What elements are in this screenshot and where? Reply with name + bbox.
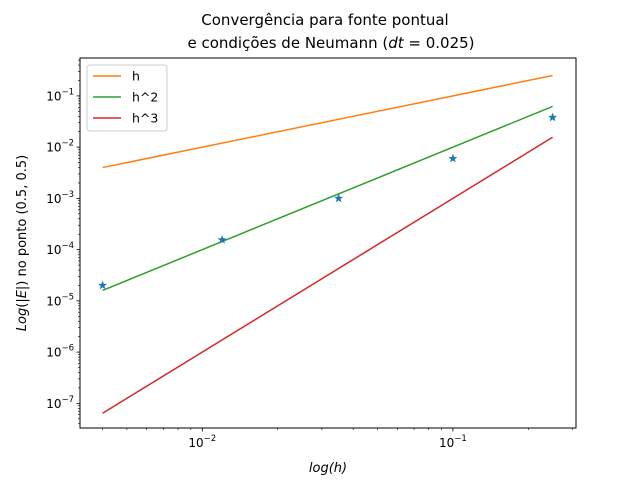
x-ticks: 10−2 10−1 <box>102 428 573 450</box>
y-tick-label: 10−4 <box>46 241 74 257</box>
legend-label-h2: h^2 <box>132 90 158 105</box>
data-point-marker <box>97 280 108 290</box>
series-line-1 <box>102 74 553 169</box>
x-axis-label: log(h) <box>309 461 347 476</box>
data-point-marker <box>547 112 558 122</box>
y-ticks: 10−7 10−6 10−5 10−4 10−3 10−2 10−1 <box>46 59 80 425</box>
legend-box <box>86 64 168 132</box>
y-tick-label: 10−2 <box>46 139 74 155</box>
series-line-2 <box>102 105 553 292</box>
data-point-marker <box>448 153 458 163</box>
legend-label-h3: h^3 <box>132 111 158 126</box>
legend: h h^2 h^3 <box>86 64 168 132</box>
y-axis-label: Log(|E|) no ponto (0.5, 0.5) <box>15 155 30 331</box>
x-tick-label: 10−1 <box>439 434 467 450</box>
series-line-3 <box>102 136 553 414</box>
chart-title-line1: Convergência para fonte pontual <box>201 11 448 29</box>
data-point-marker <box>217 234 227 244</box>
markers-layer <box>97 112 558 290</box>
data-point-marker <box>333 193 344 203</box>
x-tick-label: 10−2 <box>188 434 216 450</box>
y-tick-label: 10−5 <box>46 292 74 308</box>
legend-label-h: h <box>132 69 140 84</box>
y-tick-label: 10−3 <box>46 190 74 206</box>
plot-frame <box>79 57 577 429</box>
y-tick-label: 10−1 <box>46 87 74 103</box>
series-layer <box>102 74 553 414</box>
chart-title-line2: e condições de Neumann (dt = 0.025) <box>187 34 474 52</box>
y-tick-label: 10−6 <box>46 344 74 360</box>
y-tick-label: 10−7 <box>46 395 74 411</box>
